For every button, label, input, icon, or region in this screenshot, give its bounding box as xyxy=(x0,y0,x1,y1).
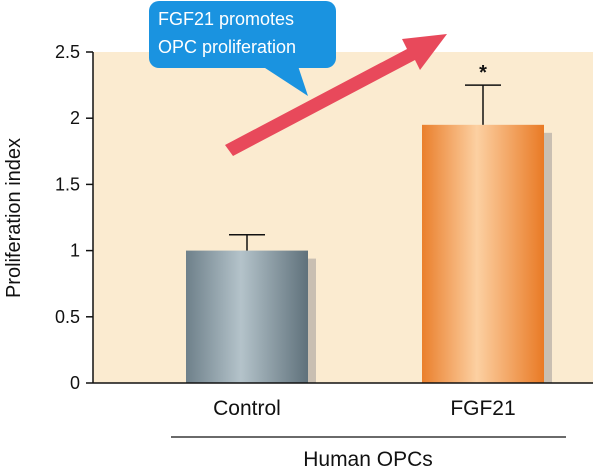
callout-line-2: OPC proliferation xyxy=(158,37,296,57)
y-tick-label: 1 xyxy=(70,241,80,261)
x-tick-label-control: Control xyxy=(213,397,281,420)
y-axis-title: Proliferation index xyxy=(3,138,25,298)
callout-box xyxy=(149,1,336,68)
bar-control xyxy=(186,250,308,383)
trend-arrow-shape xyxy=(225,34,447,156)
x-axis-title: Human OPCs xyxy=(303,448,433,471)
y-tick-label: 2 xyxy=(70,108,80,128)
y-ticks: 0 0.5 1 1.5 2 2.5 xyxy=(55,42,93,393)
callout-arrow xyxy=(225,34,447,156)
significance-marker-fgf21: * xyxy=(479,62,487,84)
y-tick-label: 1.5 xyxy=(55,174,80,194)
callout-line-1: FGF21 promotes xyxy=(158,9,294,29)
callout-bubble: FGF21 promotes OPC proliferation xyxy=(149,1,336,96)
x-category-labels: Control FGF21 xyxy=(213,397,516,420)
bar-fgf21 xyxy=(422,124,544,383)
y-tick-label: 2.5 xyxy=(55,42,80,62)
y-tick-label: 0.5 xyxy=(55,307,80,327)
x-tick-label-fgf21: FGF21 xyxy=(450,397,515,420)
callout-pointer xyxy=(262,66,308,96)
y-tick-label: 0 xyxy=(70,373,80,393)
bars-layer xyxy=(186,124,552,383)
error-bars-layer: * xyxy=(229,62,501,251)
